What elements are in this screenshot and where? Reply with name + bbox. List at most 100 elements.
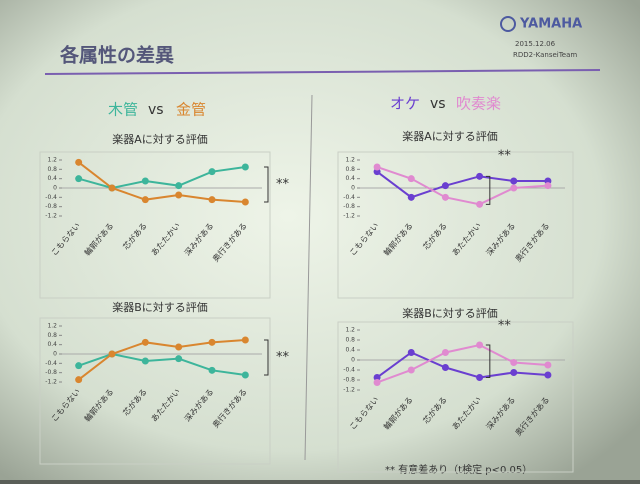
plot-frame [39, 317, 271, 465]
series-line [376, 166, 548, 206]
plot-frame [337, 151, 574, 299]
data-point [75, 175, 83, 183]
section-vs: vs [430, 96, 446, 112]
chart-title: 楽器Bに対する評価 [112, 300, 208, 314]
data-point [407, 349, 415, 356]
data-point [175, 355, 183, 363]
data-point [510, 359, 518, 366]
y-tick-label: 1.2 [47, 157, 57, 164]
chart-title: 楽器Aに対する評価 [402, 129, 498, 143]
y-tick-label: 0.8 [47, 166, 57, 173]
data-point [407, 193, 415, 201]
y-tick-label: -0.4 [343, 367, 355, 374]
data-point [441, 182, 449, 190]
y-tick-label: -0.8 [45, 203, 57, 210]
y-tick-label: 0.8 [345, 166, 355, 173]
data-point [208, 196, 216, 204]
y-tick-label: -1.2 [45, 213, 57, 220]
data-point [75, 158, 83, 166]
data-point [441, 349, 449, 356]
section-vs: vs [148, 102, 164, 118]
slide-title: 各属性の差異 [59, 44, 174, 67]
series-line [376, 170, 548, 199]
data-point [75, 362, 83, 370]
data-point [373, 374, 381, 381]
data-point [441, 193, 449, 201]
data-point [441, 364, 449, 371]
data-point [373, 379, 381, 386]
y-tick-label: 0.4 [47, 175, 57, 182]
chart-title: 楽器Aに対する評価 [112, 132, 208, 146]
significance-bracket [264, 166, 269, 203]
data-point [175, 182, 183, 190]
data-point [476, 200, 484, 208]
y-tick-label: -0.8 [343, 203, 355, 210]
divider [304, 94, 313, 461]
annotation: ** [498, 149, 512, 164]
data-point [241, 336, 249, 344]
annotation: ** [498, 319, 512, 334]
y-tick-label: 0 [351, 357, 355, 364]
section-left: 木管 [108, 101, 138, 119]
data-point [510, 369, 518, 376]
y-tick-label: -1.2 [45, 379, 57, 386]
y-tick-label: -0.4 [45, 360, 57, 367]
y-tick-label: -0.8 [343, 377, 355, 384]
y-tick-label: -0.4 [45, 194, 57, 201]
data-point [175, 343, 183, 351]
y-tick-label: -1.2 [343, 213, 355, 220]
series-line [78, 352, 246, 376]
plot-frame [39, 151, 271, 299]
data-point [75, 376, 83, 384]
y-tick-label: 0.4 [47, 341, 57, 348]
date: 2015.12.06 [515, 40, 556, 48]
y-tick-label: -0.4 [343, 194, 355, 201]
data-point [476, 172, 484, 180]
section-left: オケ [390, 95, 420, 113]
data-point [407, 366, 415, 374]
significance-bracket [264, 339, 269, 376]
data-point [407, 175, 415, 183]
y-tick-label: 0.4 [345, 175, 355, 182]
team: RDD2-KanseiTeam [513, 51, 577, 59]
y-tick-label: 0 [53, 351, 57, 358]
data-point [208, 338, 216, 346]
logo-mark [500, 16, 516, 32]
annotation: ** [276, 177, 290, 192]
logo: YAMAHA [519, 17, 582, 32]
y-tick-label: 0.8 [47, 332, 57, 339]
y-tick-label: 0.4 [345, 347, 355, 354]
y-tick-label: 0 [53, 185, 57, 192]
data-point [544, 182, 552, 190]
footnote: ** 有意差あり（t検定 p<0.05） [385, 463, 532, 476]
data-point [510, 177, 518, 185]
data-point [241, 371, 249, 379]
data-point [241, 198, 249, 206]
data-point [175, 191, 183, 199]
data-point [241, 163, 249, 171]
data-point [544, 361, 552, 369]
data-point [141, 357, 149, 365]
y-tick-label: 1.2 [345, 157, 355, 164]
y-tick-label: 0 [351, 185, 355, 192]
data-point [141, 177, 149, 185]
y-tick-label: 1.2 [345, 327, 355, 334]
y-tick-label: -0.8 [45, 369, 57, 376]
significance-bracket [485, 344, 491, 378]
series-line [376, 351, 548, 379]
data-point [510, 184, 518, 192]
data-point [208, 366, 216, 374]
y-tick-label: 0.8 [345, 337, 355, 344]
plot-frame [337, 321, 574, 473]
series-line [78, 339, 246, 381]
data-point [108, 184, 116, 192]
title-rule [44, 69, 601, 75]
series-line [376, 343, 548, 384]
data-point [108, 350, 116, 358]
y-tick-label: 1.2 [47, 323, 57, 330]
annotation: ** [276, 350, 290, 365]
data-point [141, 196, 149, 204]
section-right: 吹奏楽 [456, 95, 501, 113]
